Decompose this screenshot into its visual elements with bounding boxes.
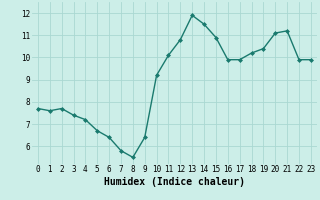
X-axis label: Humidex (Indice chaleur): Humidex (Indice chaleur): [104, 177, 245, 187]
